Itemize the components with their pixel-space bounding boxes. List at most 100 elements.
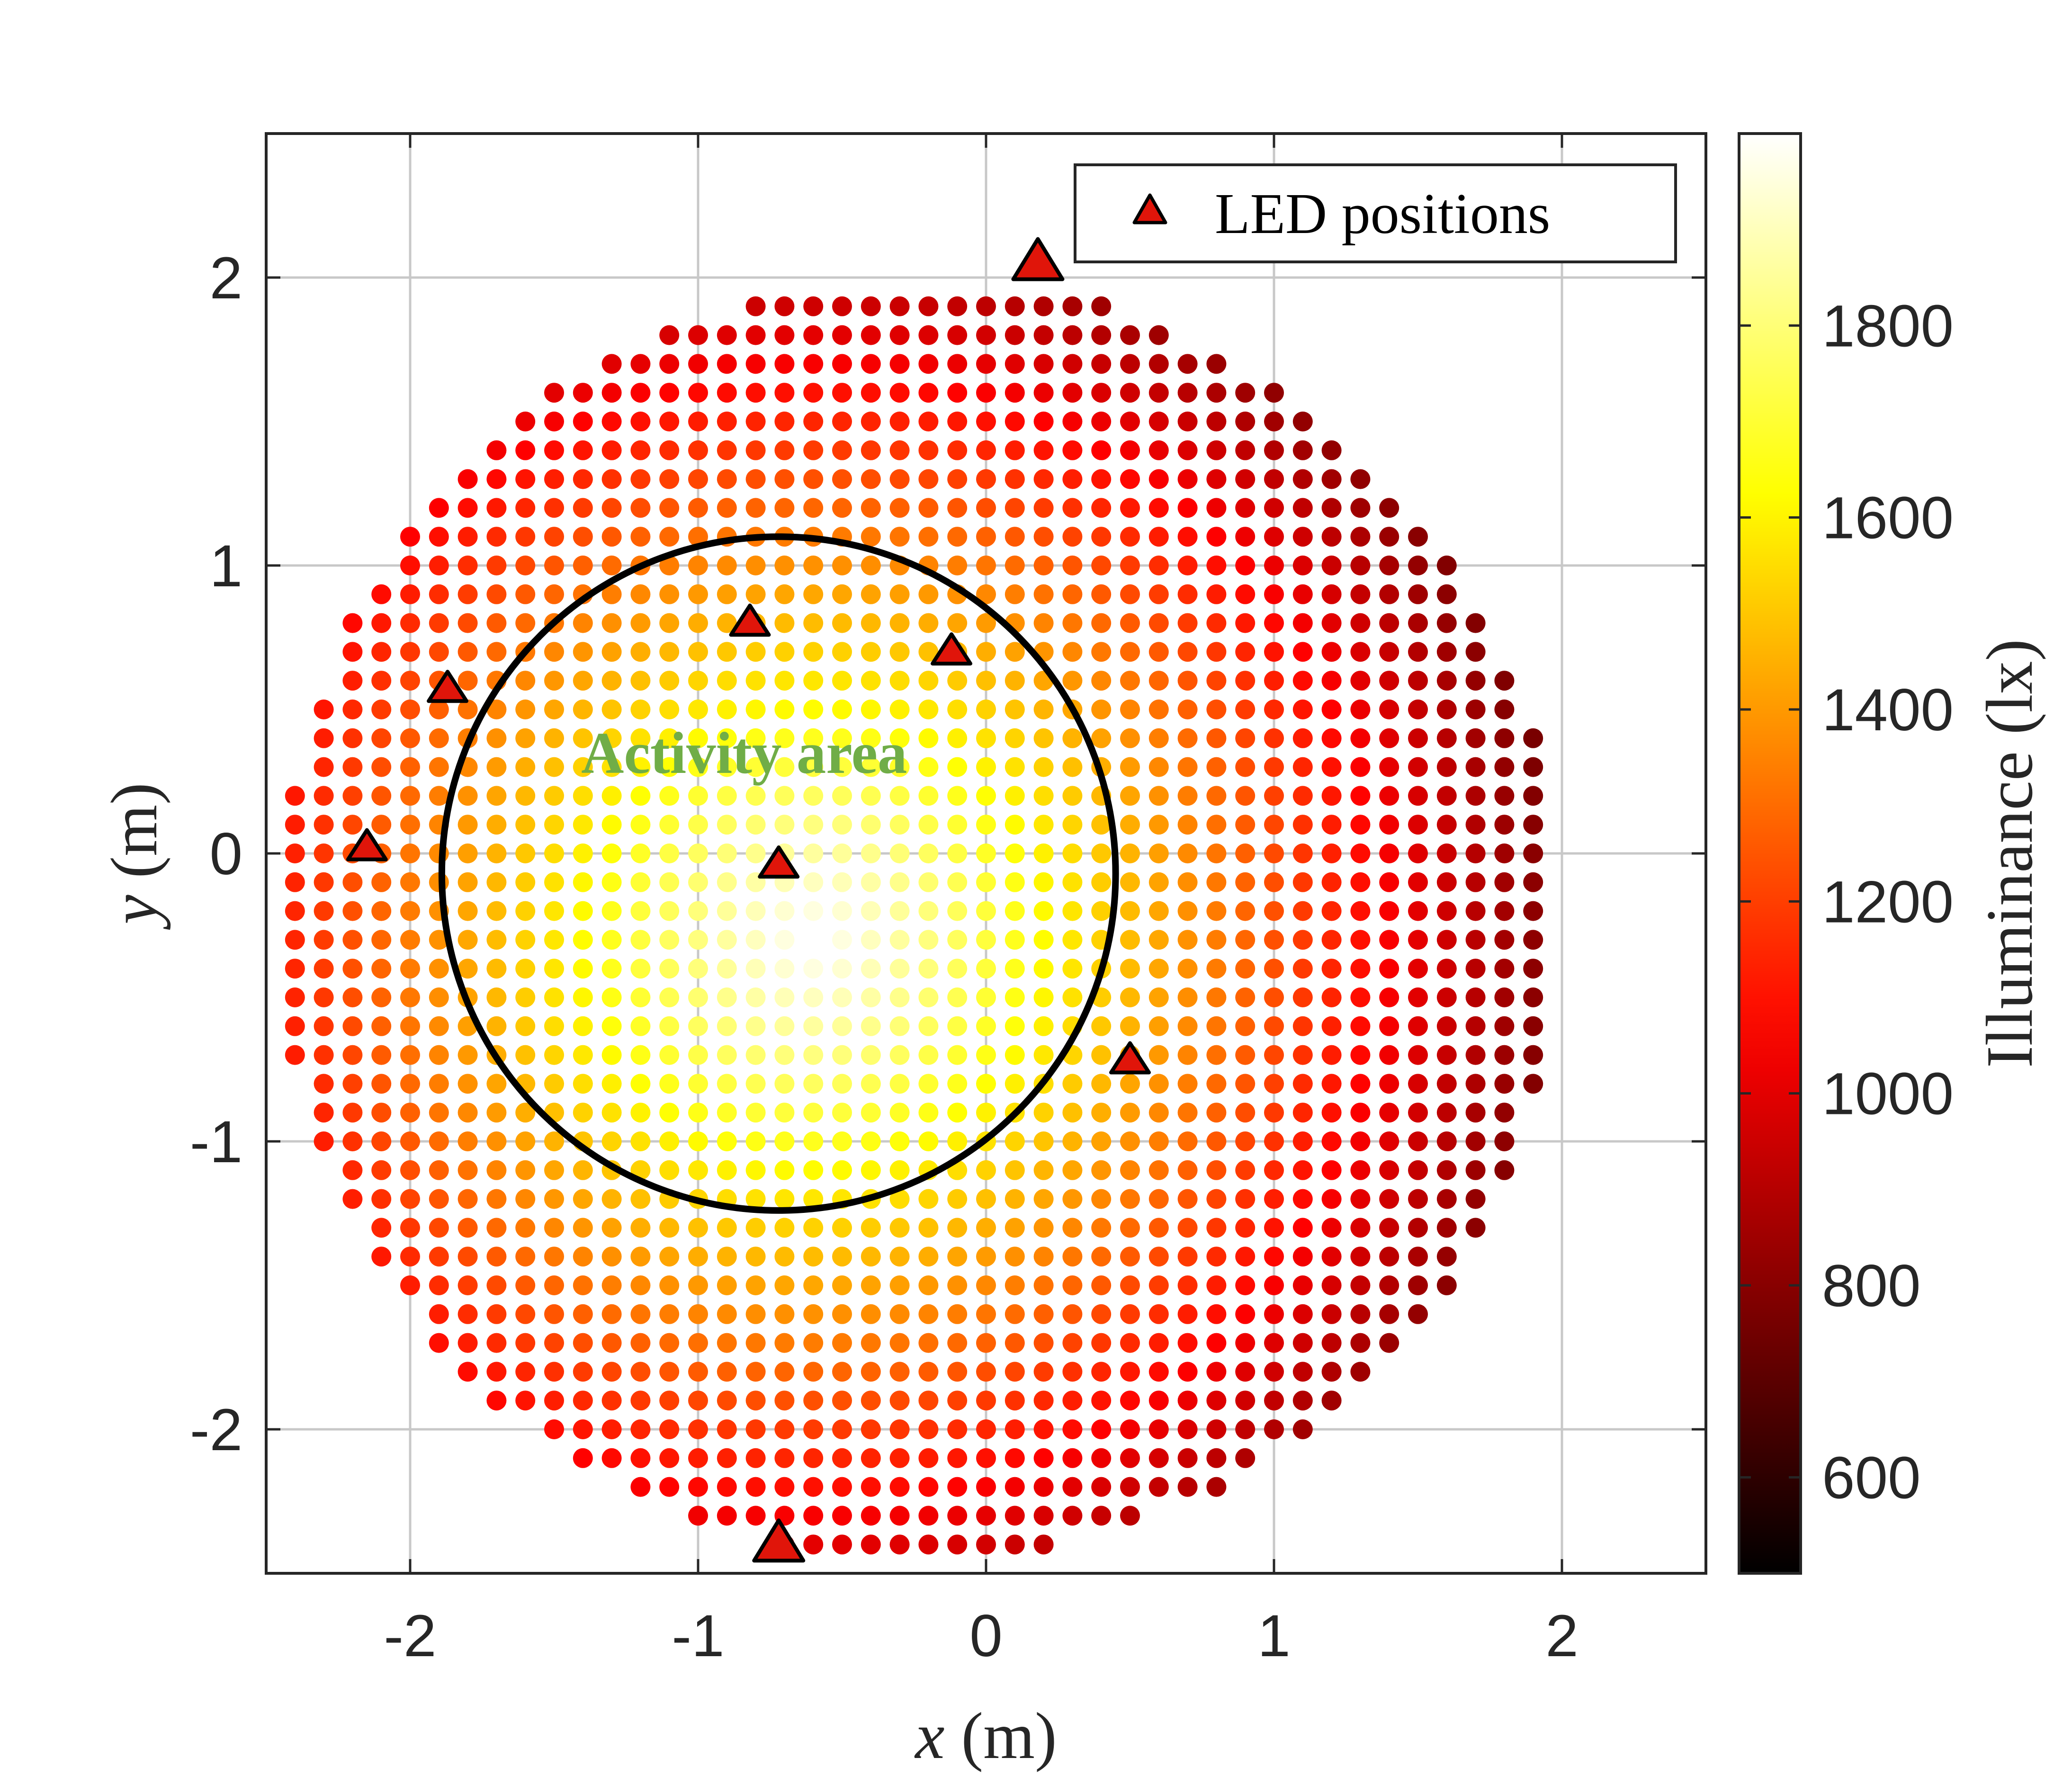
illuminance-point (1177, 440, 1198, 460)
illuminance-point (429, 700, 449, 719)
illuminance-point (918, 1074, 939, 1094)
illuminance-point (1292, 1103, 1313, 1123)
illuminance-point (659, 959, 680, 979)
illuminance-point (1350, 1074, 1371, 1094)
illuminance-point (1062, 1218, 1083, 1238)
illuminance-point (803, 1506, 824, 1526)
illuminance-point (1494, 1160, 1515, 1180)
illuminance-point (918, 872, 939, 892)
colorbar-tick-label: 1800 (1822, 293, 1954, 359)
illuminance-point (889, 1506, 910, 1526)
illuminance-point (745, 930, 766, 950)
illuminance-point (1350, 987, 1371, 1007)
illuminance-point (486, 584, 507, 604)
illuminance-point (745, 1074, 766, 1094)
illuminance-point (1148, 1247, 1169, 1267)
illuminance-point (1206, 1218, 1227, 1238)
illuminance-point (1062, 613, 1083, 633)
illuminance-point (630, 1045, 651, 1065)
illuminance-point (1494, 987, 1515, 1007)
illuminance-point (1408, 1103, 1428, 1123)
illuminance-point (515, 959, 536, 979)
illuminance-point (371, 1189, 392, 1209)
illuminance-point (889, 1534, 910, 1555)
illuminance-point (745, 383, 766, 403)
illuminance-point (1408, 1218, 1428, 1238)
illuminance-point (918, 1333, 939, 1353)
illuminance-point (803, 843, 824, 863)
illuminance-point (1206, 757, 1227, 777)
illuminance-point (1033, 1362, 1054, 1382)
illuminance-point (717, 786, 737, 806)
illuminance-point (1494, 959, 1515, 979)
illuminance-point (544, 1189, 564, 1209)
illuminance-point (1292, 987, 1313, 1007)
illuminance-point (659, 1333, 680, 1353)
illuminance-point (918, 383, 939, 403)
illuminance-point (803, 325, 824, 345)
illuminance-point (1120, 383, 1140, 403)
illuminance-point (1177, 412, 1198, 431)
illuminance-point (1120, 1362, 1140, 1382)
illuminance-point (630, 1131, 651, 1151)
illuminance-point (544, 1275, 564, 1295)
illuminance-point (1177, 1189, 1198, 1209)
illuminance-point (1177, 728, 1198, 748)
illuminance-point (688, 469, 708, 489)
illuminance-point (1091, 383, 1112, 403)
illuminance-point (429, 728, 449, 748)
x-axis-ticks: -2 -1 0 1 2 (384, 134, 1579, 1669)
illuminance-point (400, 987, 420, 1007)
illuminance-point (1033, 1506, 1054, 1526)
illuminance-point (889, 815, 910, 835)
illuminance-point (1235, 1074, 1256, 1094)
illuminance-point (832, 786, 852, 806)
illuminance-point (1436, 872, 1457, 892)
illuminance-point (544, 1160, 564, 1180)
illuminance-point (285, 901, 305, 921)
illuminance-point (1120, 498, 1140, 518)
illuminance-point (1091, 901, 1112, 921)
illuminance-point (1033, 412, 1054, 431)
illuminance-point (1292, 440, 1313, 460)
illuminance-point (1120, 786, 1140, 806)
illuminance-point (861, 1103, 881, 1123)
illuminance-point (659, 843, 680, 863)
x-axis-label: x (m) (914, 1699, 1057, 1773)
illuminance-point (1436, 987, 1457, 1007)
illuminance-point (1523, 901, 1543, 921)
illuminance-point (861, 1362, 881, 1382)
illuminance-point (832, 354, 852, 374)
illuminance-point (400, 1074, 420, 1094)
illuminance-point (429, 930, 449, 950)
illuminance-point (630, 815, 651, 835)
illuminance-point (861, 930, 881, 950)
colorbar-tick-label: 600 (1822, 1445, 1921, 1511)
illuminance-point (1120, 1103, 1140, 1123)
illuminance-point (1206, 728, 1227, 748)
illuminance-point (400, 642, 420, 662)
illuminance-point (1206, 556, 1227, 575)
illuminance-point (803, 1477, 824, 1497)
illuminance-point (976, 1333, 996, 1353)
illuminance-point (1177, 527, 1198, 547)
illuminance-point (1523, 1074, 1543, 1094)
illuminance-point (1350, 556, 1371, 575)
illuminance-point (1494, 872, 1515, 892)
illuminance-point (1235, 815, 1256, 835)
illuminance-point (1465, 1074, 1486, 1094)
illuminance-point (745, 1131, 766, 1151)
illuminance-point (630, 843, 651, 863)
illuminance-point (1350, 872, 1371, 892)
illuminance-point (515, 1016, 536, 1036)
illuminance-point (400, 815, 420, 835)
illuminance-point (1321, 584, 1342, 604)
illuminance-point (1264, 815, 1284, 835)
illuminance-point (976, 1506, 996, 1526)
illuminance-point (861, 901, 881, 921)
illuminance-point (1408, 1304, 1428, 1324)
illuminance-point (1321, 843, 1342, 863)
illuminance-point (918, 584, 939, 604)
illuminance-point (832, 325, 852, 345)
